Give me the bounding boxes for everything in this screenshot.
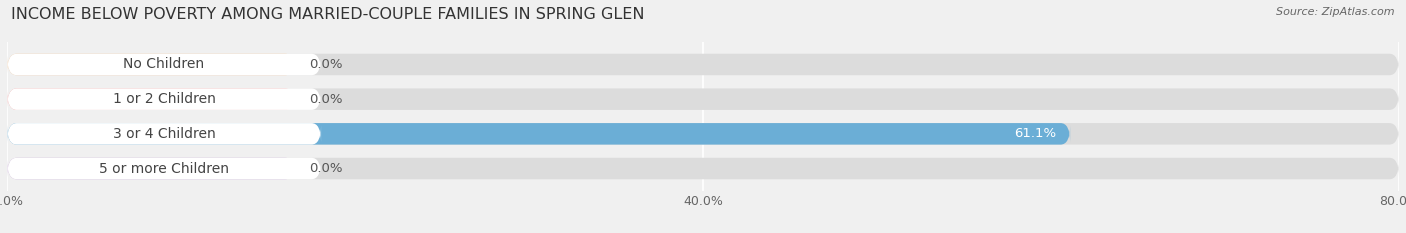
FancyBboxPatch shape <box>7 88 295 110</box>
FancyBboxPatch shape <box>7 123 1070 145</box>
FancyBboxPatch shape <box>7 158 321 179</box>
Text: 0.0%: 0.0% <box>309 162 342 175</box>
FancyBboxPatch shape <box>7 158 295 179</box>
Text: 3 or 4 Children: 3 or 4 Children <box>112 127 215 141</box>
FancyBboxPatch shape <box>7 88 1399 110</box>
FancyBboxPatch shape <box>7 158 1399 179</box>
Text: 61.1%: 61.1% <box>1014 127 1056 140</box>
Text: INCOME BELOW POVERTY AMONG MARRIED-COUPLE FAMILIES IN SPRING GLEN: INCOME BELOW POVERTY AMONG MARRIED-COUPL… <box>11 7 645 22</box>
FancyBboxPatch shape <box>7 88 321 110</box>
FancyBboxPatch shape <box>7 123 1399 145</box>
Text: 5 or more Children: 5 or more Children <box>98 161 229 175</box>
Text: Source: ZipAtlas.com: Source: ZipAtlas.com <box>1277 7 1395 17</box>
Text: 0.0%: 0.0% <box>309 93 342 106</box>
Text: 0.0%: 0.0% <box>309 58 342 71</box>
Text: No Children: No Children <box>124 58 205 72</box>
FancyBboxPatch shape <box>7 54 1399 75</box>
FancyBboxPatch shape <box>7 54 295 75</box>
FancyBboxPatch shape <box>7 123 321 145</box>
FancyBboxPatch shape <box>7 54 321 75</box>
Text: 1 or 2 Children: 1 or 2 Children <box>112 92 215 106</box>
